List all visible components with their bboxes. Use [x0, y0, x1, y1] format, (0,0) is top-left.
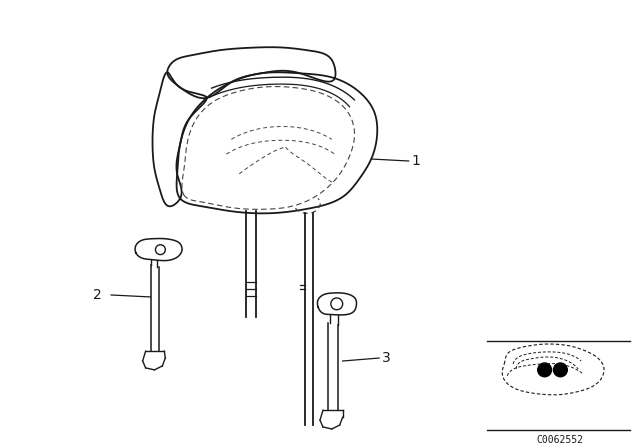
Text: 2: 2	[93, 288, 101, 302]
Text: 3: 3	[382, 351, 391, 365]
Text: C0062552: C0062552	[536, 435, 583, 445]
Text: 1: 1	[412, 154, 420, 168]
Circle shape	[554, 363, 567, 377]
Circle shape	[538, 363, 552, 377]
